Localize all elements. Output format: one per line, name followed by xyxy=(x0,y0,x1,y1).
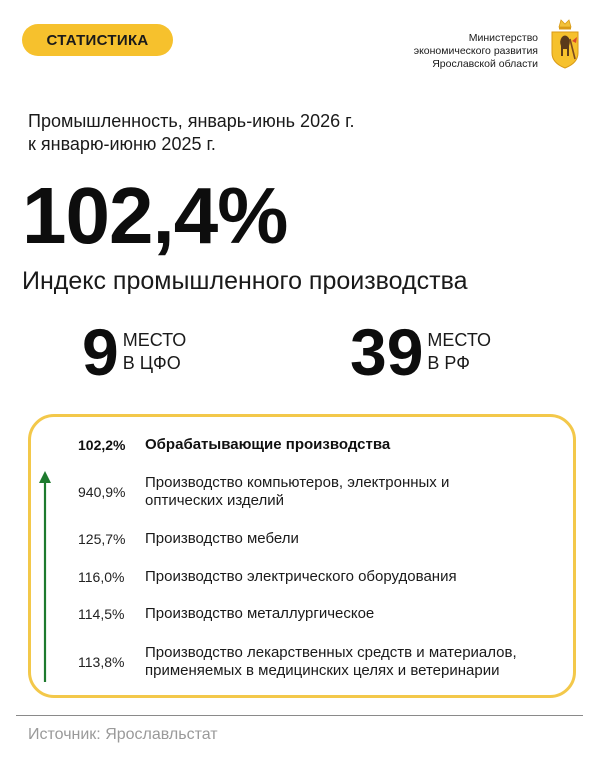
industry-name-line-2: применяемых в медицинских целях и ветери… xyxy=(145,662,500,679)
subtitle-line-1: Промышленность, январь-июнь 2026 г. xyxy=(28,111,355,131)
industry-name-line-1: Производство мебели xyxy=(145,530,299,547)
rank-cfo-line-1: МЕСТО xyxy=(122,330,187,350)
rank-rf-line-1: МЕСТО xyxy=(427,330,492,350)
industry-value: 114,5% xyxy=(78,606,125,622)
industry-row-electrical: 116,0% Производство электрического обору… xyxy=(78,567,457,587)
rank-rf-label: МЕСТО В РФ xyxy=(427,329,491,375)
industry-name-line-1: Производство компьютеров, электронных и xyxy=(145,474,450,491)
period-subtitle: Промышленность, январь-июнь 2026 г. к ян… xyxy=(28,110,354,156)
industry-row-metallurgy: 114,5% Производство металлургическое xyxy=(78,604,374,624)
industry-name-line-1: Производство лекарственных средств и мат… xyxy=(145,644,517,661)
industry-name: Производство компьютеров, электронных и … xyxy=(145,474,449,510)
industry-name-line-1: Обрабатывающие производства xyxy=(145,436,391,453)
source-note: Источник: Ярославльстат xyxy=(28,726,218,743)
industry-value: 125,7% xyxy=(78,531,126,547)
industry-row-furniture: 125,7% Производство мебели xyxy=(78,529,299,549)
rank-rf: 39 МЕСТО В РФ xyxy=(350,315,491,389)
industry-name: Производство лекарственных средств и мат… xyxy=(145,644,517,680)
rank-cfo-label: МЕСТО В ЦФО xyxy=(123,329,187,375)
ministry-line-1: Министерство xyxy=(468,32,538,44)
industries-card xyxy=(28,414,576,698)
rank-rf-line-2: В РФ xyxy=(427,353,470,373)
industry-row-computers: 940,9% Производство компьютеров, электро… xyxy=(78,474,449,510)
industrial-index-value: 102,4% xyxy=(22,171,288,260)
industry-row-pharmaceuticals: 113,8% Производство лекарственных средст… xyxy=(78,643,517,681)
ministry-name: Министерство экономического развития Яро… xyxy=(414,32,538,71)
industry-name: Производство электрического оборудования xyxy=(145,568,457,586)
industry-value: 102,2% xyxy=(78,437,126,453)
ministry-line-3: Ярославской области xyxy=(432,58,538,70)
yaroslavl-coat-of-arms-icon xyxy=(551,19,579,69)
industry-name-line-2: оптических изделий xyxy=(145,492,285,509)
statistics-badge: СТАТИСТИКА xyxy=(22,24,173,56)
industry-name-line-1: Производство металлургическое xyxy=(145,605,375,622)
industry-value: 116,0% xyxy=(78,569,125,585)
rank-cfo-number: 9 xyxy=(82,315,119,389)
up-arrow-icon xyxy=(39,471,51,682)
industry-name: Обрабатывающие производства xyxy=(145,436,390,454)
industry-row-manufacturing: 102,2% Обрабатывающие производства xyxy=(78,435,390,455)
subtitle-line-2: к январю-июню 2025 г. xyxy=(28,134,216,154)
industry-name: Производство мебели xyxy=(145,530,299,548)
rank-cfo-line-2: В ЦФО xyxy=(122,353,181,373)
industrial-index-label: Индекс промышленного производства xyxy=(22,267,468,295)
industry-value: 113,8% xyxy=(78,654,125,670)
industry-name-line-1: Производство электрического оборудования xyxy=(145,568,457,585)
industry-value: 940,9% xyxy=(78,484,126,500)
rank-rf-number: 39 xyxy=(350,315,424,389)
rank-cfo: 9 МЕСТО В ЦФО xyxy=(82,315,187,389)
industry-name: Производство металлургическое xyxy=(145,605,374,623)
ministry-line-2: экономического развития xyxy=(413,45,538,57)
footer-divider xyxy=(16,715,583,716)
